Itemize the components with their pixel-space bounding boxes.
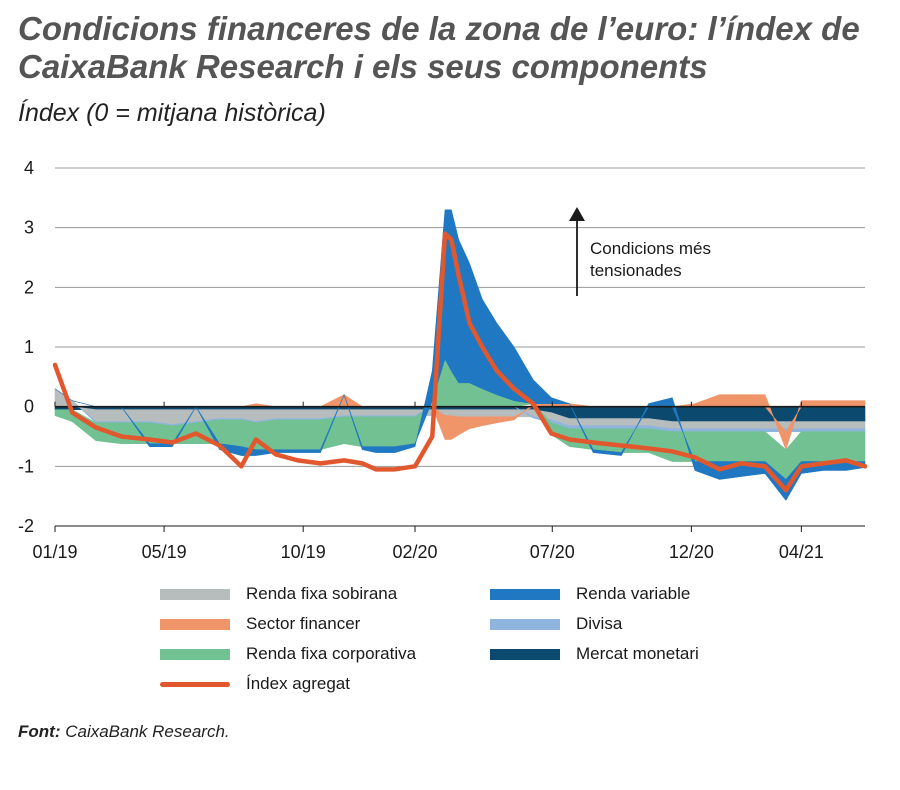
legend-swatch-sector-financer [160, 618, 230, 630]
chart-subtitle: Índex (0 = mitjana històrica) [18, 99, 326, 127]
y-tick-label: -1 [18, 456, 34, 476]
legend-label-renda-fixa-corporativa: Renda fixa corporativa [246, 644, 417, 663]
chart-title: Condicions financeres de la zona de l’eu… [18, 10, 860, 85]
y-tick-label: 4 [24, 158, 34, 178]
legend-label-mercat-monetari: Mercat monetari [576, 644, 699, 663]
legend-label-divisa: Divisa [576, 614, 623, 633]
x-tick-label: 01/19 [32, 542, 77, 562]
annotation-arrow-head [569, 207, 585, 221]
chart-svg: 4 3 2 1 0 -1 -2 01/19 05/19 10/19 02/20 07/20 12/20 0… [18, 158, 868, 562]
legend-label-sector-financer: Sector financer [246, 614, 361, 633]
legend-label-index-agregat: Índex agregat [246, 674, 350, 693]
legend-item-renda-fixa-corporativa: Renda fixa corporativa [160, 643, 416, 665]
x-tick-label: 04/21 [779, 542, 824, 562]
legend-item-divisa: Divisa [490, 613, 622, 635]
legend: Renda fixa sobirana Renda variable Secto… [160, 583, 800, 708]
x-tick-label: 07/20 [530, 542, 575, 562]
legend-item-sector-financer: Sector financer [160, 613, 360, 635]
legend-line-index-agregat [160, 681, 230, 687]
y-tick-label: 2 [24, 277, 34, 297]
series-line-index-agregat [52, 231, 868, 493]
legend-swatch-divisa [490, 618, 560, 630]
legend-swatch-mercat-monetari [490, 648, 560, 660]
x-tick-label: 10/19 [281, 542, 326, 562]
x-tick-label: 05/19 [142, 542, 187, 562]
y-tick-label: -2 [18, 516, 34, 536]
x-tick-label: 02/20 [392, 542, 437, 562]
source-text: CaixaBank Research. [65, 722, 230, 741]
source-label: Font: [18, 722, 61, 741]
legend-label-renda-fixa-sobirana: Renda fixa sobirana [246, 584, 398, 603]
source-note: Font: CaixaBank Research. [18, 722, 230, 742]
annotation-line-2: tensionades [590, 261, 682, 280]
axis-layer: 4 3 2 1 0 -1 -2 01/19 05/19 10/19 02/20 07/20 12/20 0… [18, 158, 865, 562]
legend-item-renda-fixa-sobirana: Renda fixa sobirana [160, 583, 397, 605]
annotation-layer: Condicions més tensionades [569, 207, 711, 296]
y-tick-label: 3 [24, 218, 34, 238]
legend-item-index-agregat: Índex agregat [160, 673, 350, 695]
line-layer [52, 231, 868, 493]
legend-item-mercat-monetari: Mercat monetari [490, 643, 699, 665]
legend-item-renda-variable: Renda variable [490, 583, 690, 605]
legend-swatch-renda-fixa-corporativa [160, 648, 230, 660]
area-layer [54, 209, 866, 501]
legend-swatch-renda-fixa-sobirana [160, 588, 230, 600]
legend-label-renda-variable: Renda variable [576, 584, 691, 603]
y-tick-label: 0 [24, 397, 34, 417]
x-tick-label: 12/20 [669, 542, 714, 562]
legend-swatch-renda-variable [490, 588, 560, 600]
y-tick-label: 1 [24, 337, 34, 357]
annotation-line-1: Condicions més [590, 239, 711, 258]
